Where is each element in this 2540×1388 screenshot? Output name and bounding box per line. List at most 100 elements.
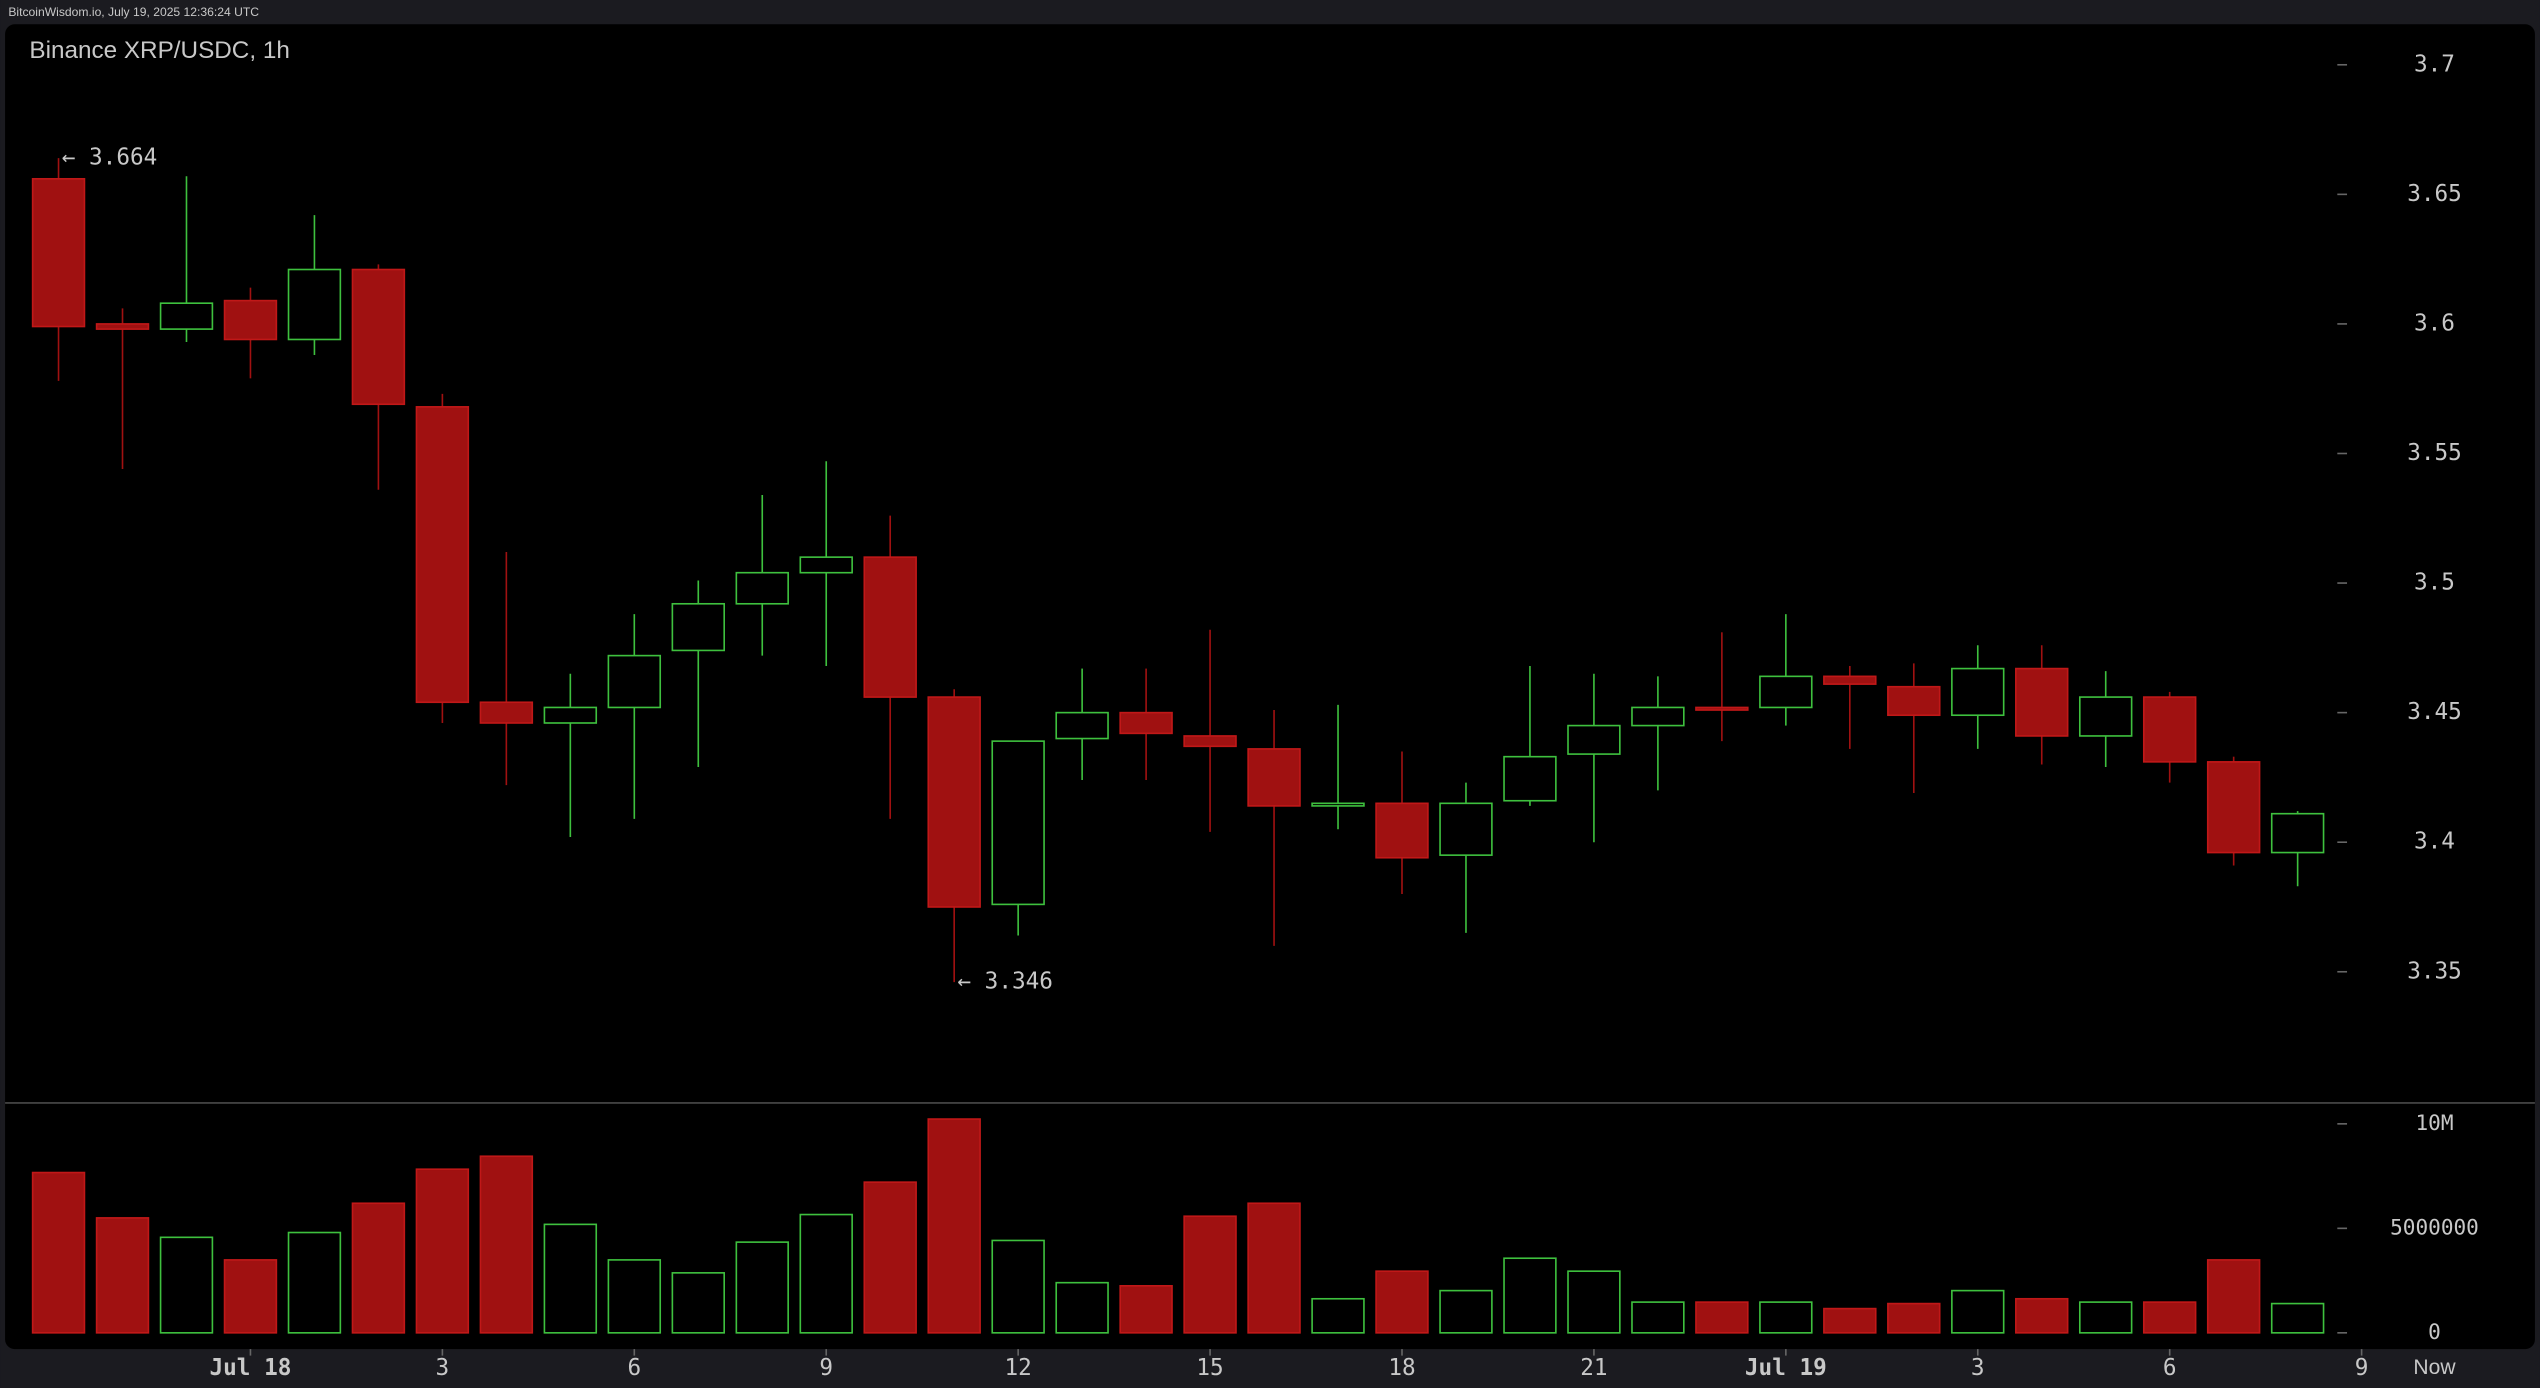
volume-bar [927,1118,981,1334]
candle-body [863,556,917,698]
volume-bar [1887,1302,1941,1334]
volume-tick-label: 10M [2415,1110,2453,1135]
candle-body [671,602,726,652]
volume-tick-label: 0 [2428,1319,2441,1344]
volume-bar [1183,1215,1237,1334]
volume-bar [1503,1257,1557,1334]
candle-body [1119,711,1173,735]
volume-bar [543,1223,598,1334]
volume-bar [351,1202,406,1334]
candle-body [735,571,789,605]
candle-body [1695,706,1749,711]
volume-bar [1567,1270,1621,1334]
volume-bar [1119,1284,1173,1334]
x-tick-label: 18 [1388,1355,1415,1381]
x-tick-label: 9 [819,1355,833,1381]
y-tick-label: 3.7 [2414,51,2455,77]
volume-bar [415,1168,470,1334]
candle-body [287,268,342,341]
candle-body [1567,724,1621,755]
volume-bar [479,1155,534,1334]
x-tick-label: 6 [627,1355,641,1381]
volume-bar [1055,1281,1109,1334]
candle-body [2142,696,2197,763]
volume-bar [671,1272,726,1334]
y-tick-label: 3.5 [2414,570,2455,596]
volume-bar [863,1181,917,1334]
volume-bar [95,1217,150,1334]
x-tick-label: Jul 19 [1745,1355,1827,1381]
volume-bar [2142,1301,2197,1334]
candle-body [1887,685,1941,717]
candle-body [1951,667,2005,717]
volume-bar [1631,1301,1685,1334]
candle-body [479,701,534,724]
volume-bar [2206,1259,2261,1334]
volume-bar [1823,1307,1877,1334]
chart-title: Binance XRP/USDC, 1h [29,37,289,64]
volume-bar [1247,1202,1301,1334]
candle-body [31,177,86,328]
volume-bar [1759,1301,1813,1334]
price-annotation: ← 3.664 [62,145,157,171]
x-tick-label: 6 [2163,1355,2177,1381]
y-tick-label: 3.45 [2407,699,2462,725]
y-tick-label: 3.65 [2407,181,2462,207]
x-tick-label: 12 [1005,1355,1032,1381]
candle-body [1503,755,1557,802]
candle-body [2015,667,2069,737]
volume-bar [607,1259,662,1334]
candle-body [927,696,981,908]
candle-body [1247,748,1301,807]
volume-bar [735,1241,789,1334]
candle-body [351,268,406,406]
candle-body [799,556,853,574]
x-tick-label: 15 [1196,1355,1223,1381]
candle-body [95,323,150,330]
candle-body [2270,812,2325,854]
y-tick-label: 3.55 [2407,440,2462,466]
candle-body [1183,735,1237,748]
y-tick-label: 3.4 [2414,829,2455,855]
volume-tick-label: 5000000 [2390,1214,2479,1239]
volume-bar [1951,1289,2005,1334]
candle-body [1055,711,1109,740]
x-tick-label: 21 [1580,1355,1607,1381]
volume-bar [1311,1297,1365,1334]
volume-bar [287,1231,342,1334]
x-tick-label: 9 [2355,1355,2369,1381]
candle-body [1759,675,1813,709]
x-tick-label: 3 [1971,1355,1985,1381]
candle-body [2078,696,2133,737]
y-tick-label: 3.35 [2407,958,2462,984]
volume-bar [2015,1297,2069,1334]
candle-body [223,299,278,341]
candle-body [1439,802,1493,856]
volume-bar [2078,1301,2133,1334]
candle-body [543,706,598,724]
volume-bar [2270,1302,2325,1334]
header: BitcoinWisdom.io, July 19, 2025 12:36:24… [8,5,259,19]
candle-body [1631,706,1685,727]
candle-body [415,406,470,704]
volume-bar [991,1239,1045,1334]
x-tick-label: Jul 18 [210,1355,292,1381]
now-label: Now [2413,1356,2456,1379]
volume-bar [223,1259,278,1334]
chart-panel [5,24,2535,1350]
y-tick-label: 3.6 [2414,310,2455,336]
volume-bar [159,1236,214,1334]
candle-body [991,740,1045,906]
candle-body [1311,802,1365,807]
x-tick-label: 3 [436,1355,450,1381]
volume-bar [1695,1301,1749,1334]
volume-bar [31,1171,86,1334]
candle-body [159,302,214,330]
volume-bar [1375,1270,1429,1334]
price-annotation: ← 3.346 [957,969,1052,995]
candle-body [607,654,662,709]
candle-body [1375,802,1429,859]
candle-body [2206,761,2261,854]
